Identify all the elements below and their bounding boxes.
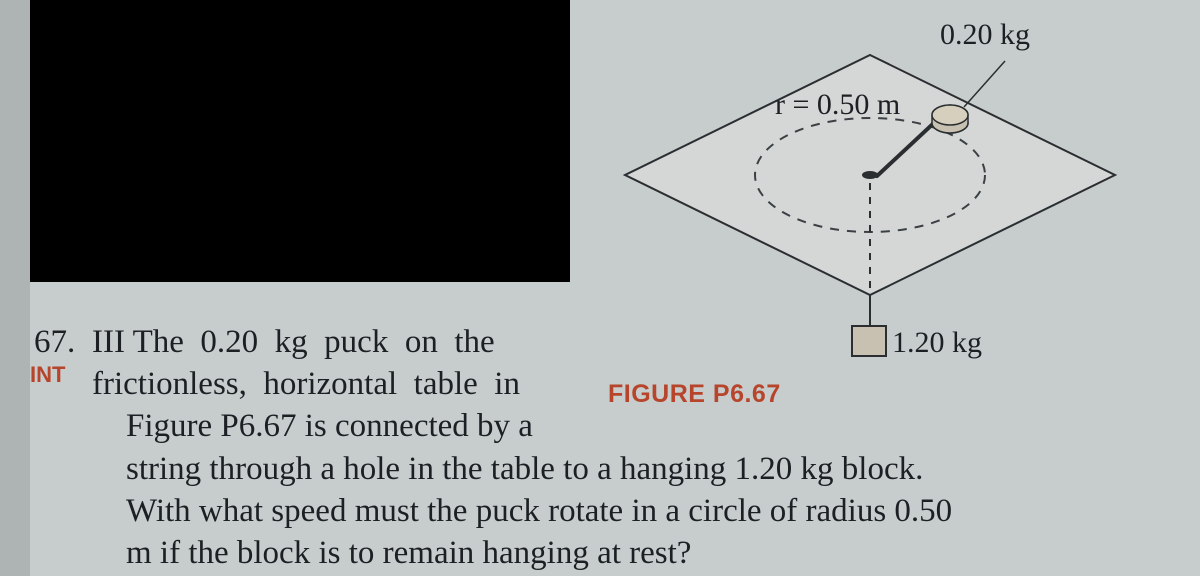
- center-hole: [862, 171, 878, 179]
- problem-line-2: frictionless, horizontal table in: [92, 366, 520, 402]
- problem-line-6: m if the block is to remain hanging at r…: [34, 532, 1184, 574]
- problem-line-3: Figure P6.67 is connected by a: [34, 405, 1184, 447]
- puck-mass-label: 0.20 kg: [940, 18, 1030, 52]
- problem-number: 67.: [34, 321, 92, 363]
- figure-p6-67: [600, 0, 1200, 360]
- redacted-block: [30, 0, 570, 282]
- puck-leader-line: [964, 61, 1005, 107]
- problem-line-1: The 0.20 kg puck on the: [133, 324, 495, 360]
- problem-line-4: string through a hole in the table to a …: [34, 448, 1184, 490]
- radius-label: r = 0.50 m: [775, 88, 900, 122]
- puck: [932, 105, 968, 133]
- page-gutter: [0, 0, 30, 576]
- problem-level: III: [92, 324, 125, 360]
- problem-67-text: 67.III The 0.20 kg puck on the frictionl…: [34, 321, 1184, 574]
- problem-line-5: With what speed must the puck rotate in …: [34, 490, 1184, 532]
- figure-svg: [600, 0, 1200, 360]
